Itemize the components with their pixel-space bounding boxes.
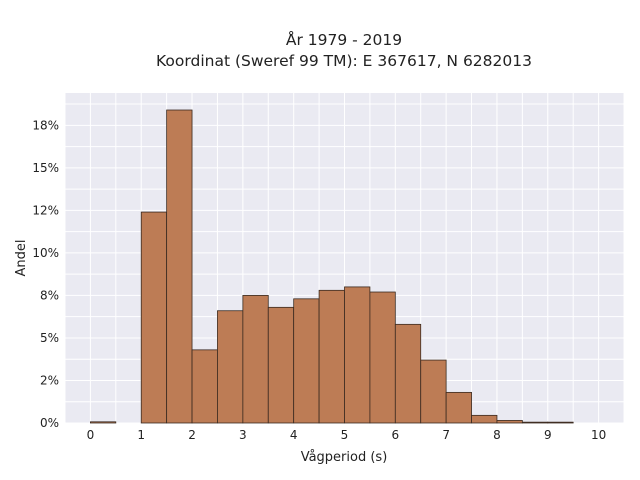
- bars: [90, 109, 574, 424]
- histogram-bar: [471, 414, 498, 424]
- y-tick-label: 18%: [32, 118, 59, 132]
- histogram-bar: [191, 349, 218, 424]
- x-tick-label: 7: [442, 428, 450, 442]
- x-tick-label: 2: [188, 428, 196, 442]
- y-axis-label: Andel: [14, 240, 29, 277]
- x-tick-label: 6: [391, 428, 399, 442]
- y-tick-labels: 0% 2% 5% 8% 10% 12% 15% 18%: [32, 118, 59, 430]
- histogram-bar: [217, 310, 244, 424]
- y-tick-label: 2%: [40, 373, 59, 387]
- y-tick-label: 15%: [32, 161, 59, 175]
- y-tick-label: 12%: [32, 203, 59, 217]
- histogram-bar: [140, 211, 168, 424]
- histogram-bar: [344, 286, 371, 424]
- x-tick-label: 8: [493, 428, 501, 442]
- histogram-bar: [293, 298, 320, 424]
- x-tick-label: 5: [341, 428, 349, 442]
- x-tick-labels: 0 1 2 3 4 5 6 7 8 9 10: [87, 428, 607, 442]
- x-tick-label: 9: [544, 428, 552, 442]
- x-tick-label: 1: [137, 428, 145, 442]
- histogram-bar: [521, 421, 549, 424]
- x-tick-label: 10: [591, 428, 606, 442]
- histogram-bar: [547, 421, 574, 424]
- y-tick-label: 5%: [40, 331, 59, 345]
- y-tick-label: 8%: [40, 288, 59, 302]
- histogram-bar: [394, 323, 422, 424]
- histogram-bar: [496, 420, 523, 424]
- histogram-bar: [90, 421, 117, 424]
- histogram-bar: [242, 295, 269, 424]
- histogram-bar: [318, 289, 345, 424]
- y-tick-label: 10%: [32, 246, 59, 260]
- x-tick-label: 3: [239, 428, 247, 442]
- x-axis-label: Vågperiod (s): [301, 450, 388, 465]
- histogram-bar: [445, 391, 472, 424]
- histogram-bar: [166, 109, 193, 424]
- y-tick-label: 0%: [40, 416, 59, 430]
- x-tick-label: 0: [87, 428, 95, 442]
- chart-title-line-2: Koordinat (Sweref 99 TM): E 367617, N 62…: [156, 52, 532, 70]
- chart-title-line-1: År 1979 - 2019: [286, 30, 402, 49]
- x-tick-label: 4: [290, 428, 298, 442]
- histogram-bar: [369, 291, 396, 424]
- histogram-bar: [420, 359, 447, 424]
- histogram-bar: [267, 306, 295, 424]
